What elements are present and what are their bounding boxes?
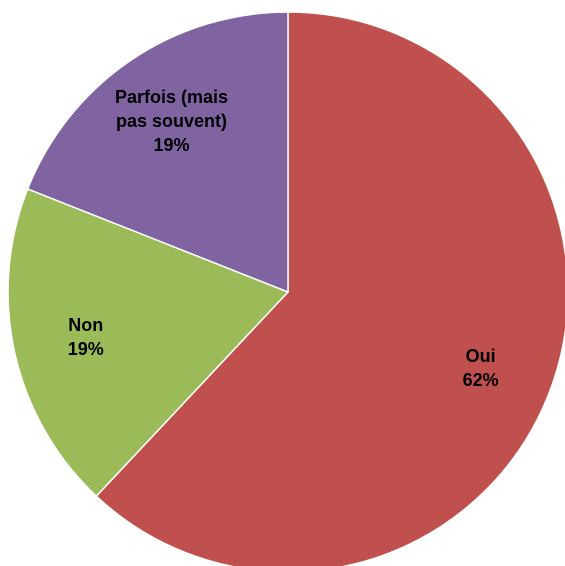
pie-slice <box>26 11 289 294</box>
value-label: 62% <box>462 370 499 391</box>
slice-label: Parfois (mais pas souvent) 19% <box>112 85 232 157</box>
value-label: 19% <box>153 134 190 155</box>
slice-label: Oui 62% <box>421 344 541 392</box>
category-label: Non <box>68 315 104 336</box>
category-label: Oui <box>465 346 496 367</box>
category-label: Parfois (mais pas souvent) <box>115 86 229 131</box>
value-label: 19% <box>67 339 104 360</box>
pie-slice <box>7 187 290 498</box>
slice-label: Non 19% <box>26 313 146 361</box>
pie-slice <box>95 11 565 566</box>
